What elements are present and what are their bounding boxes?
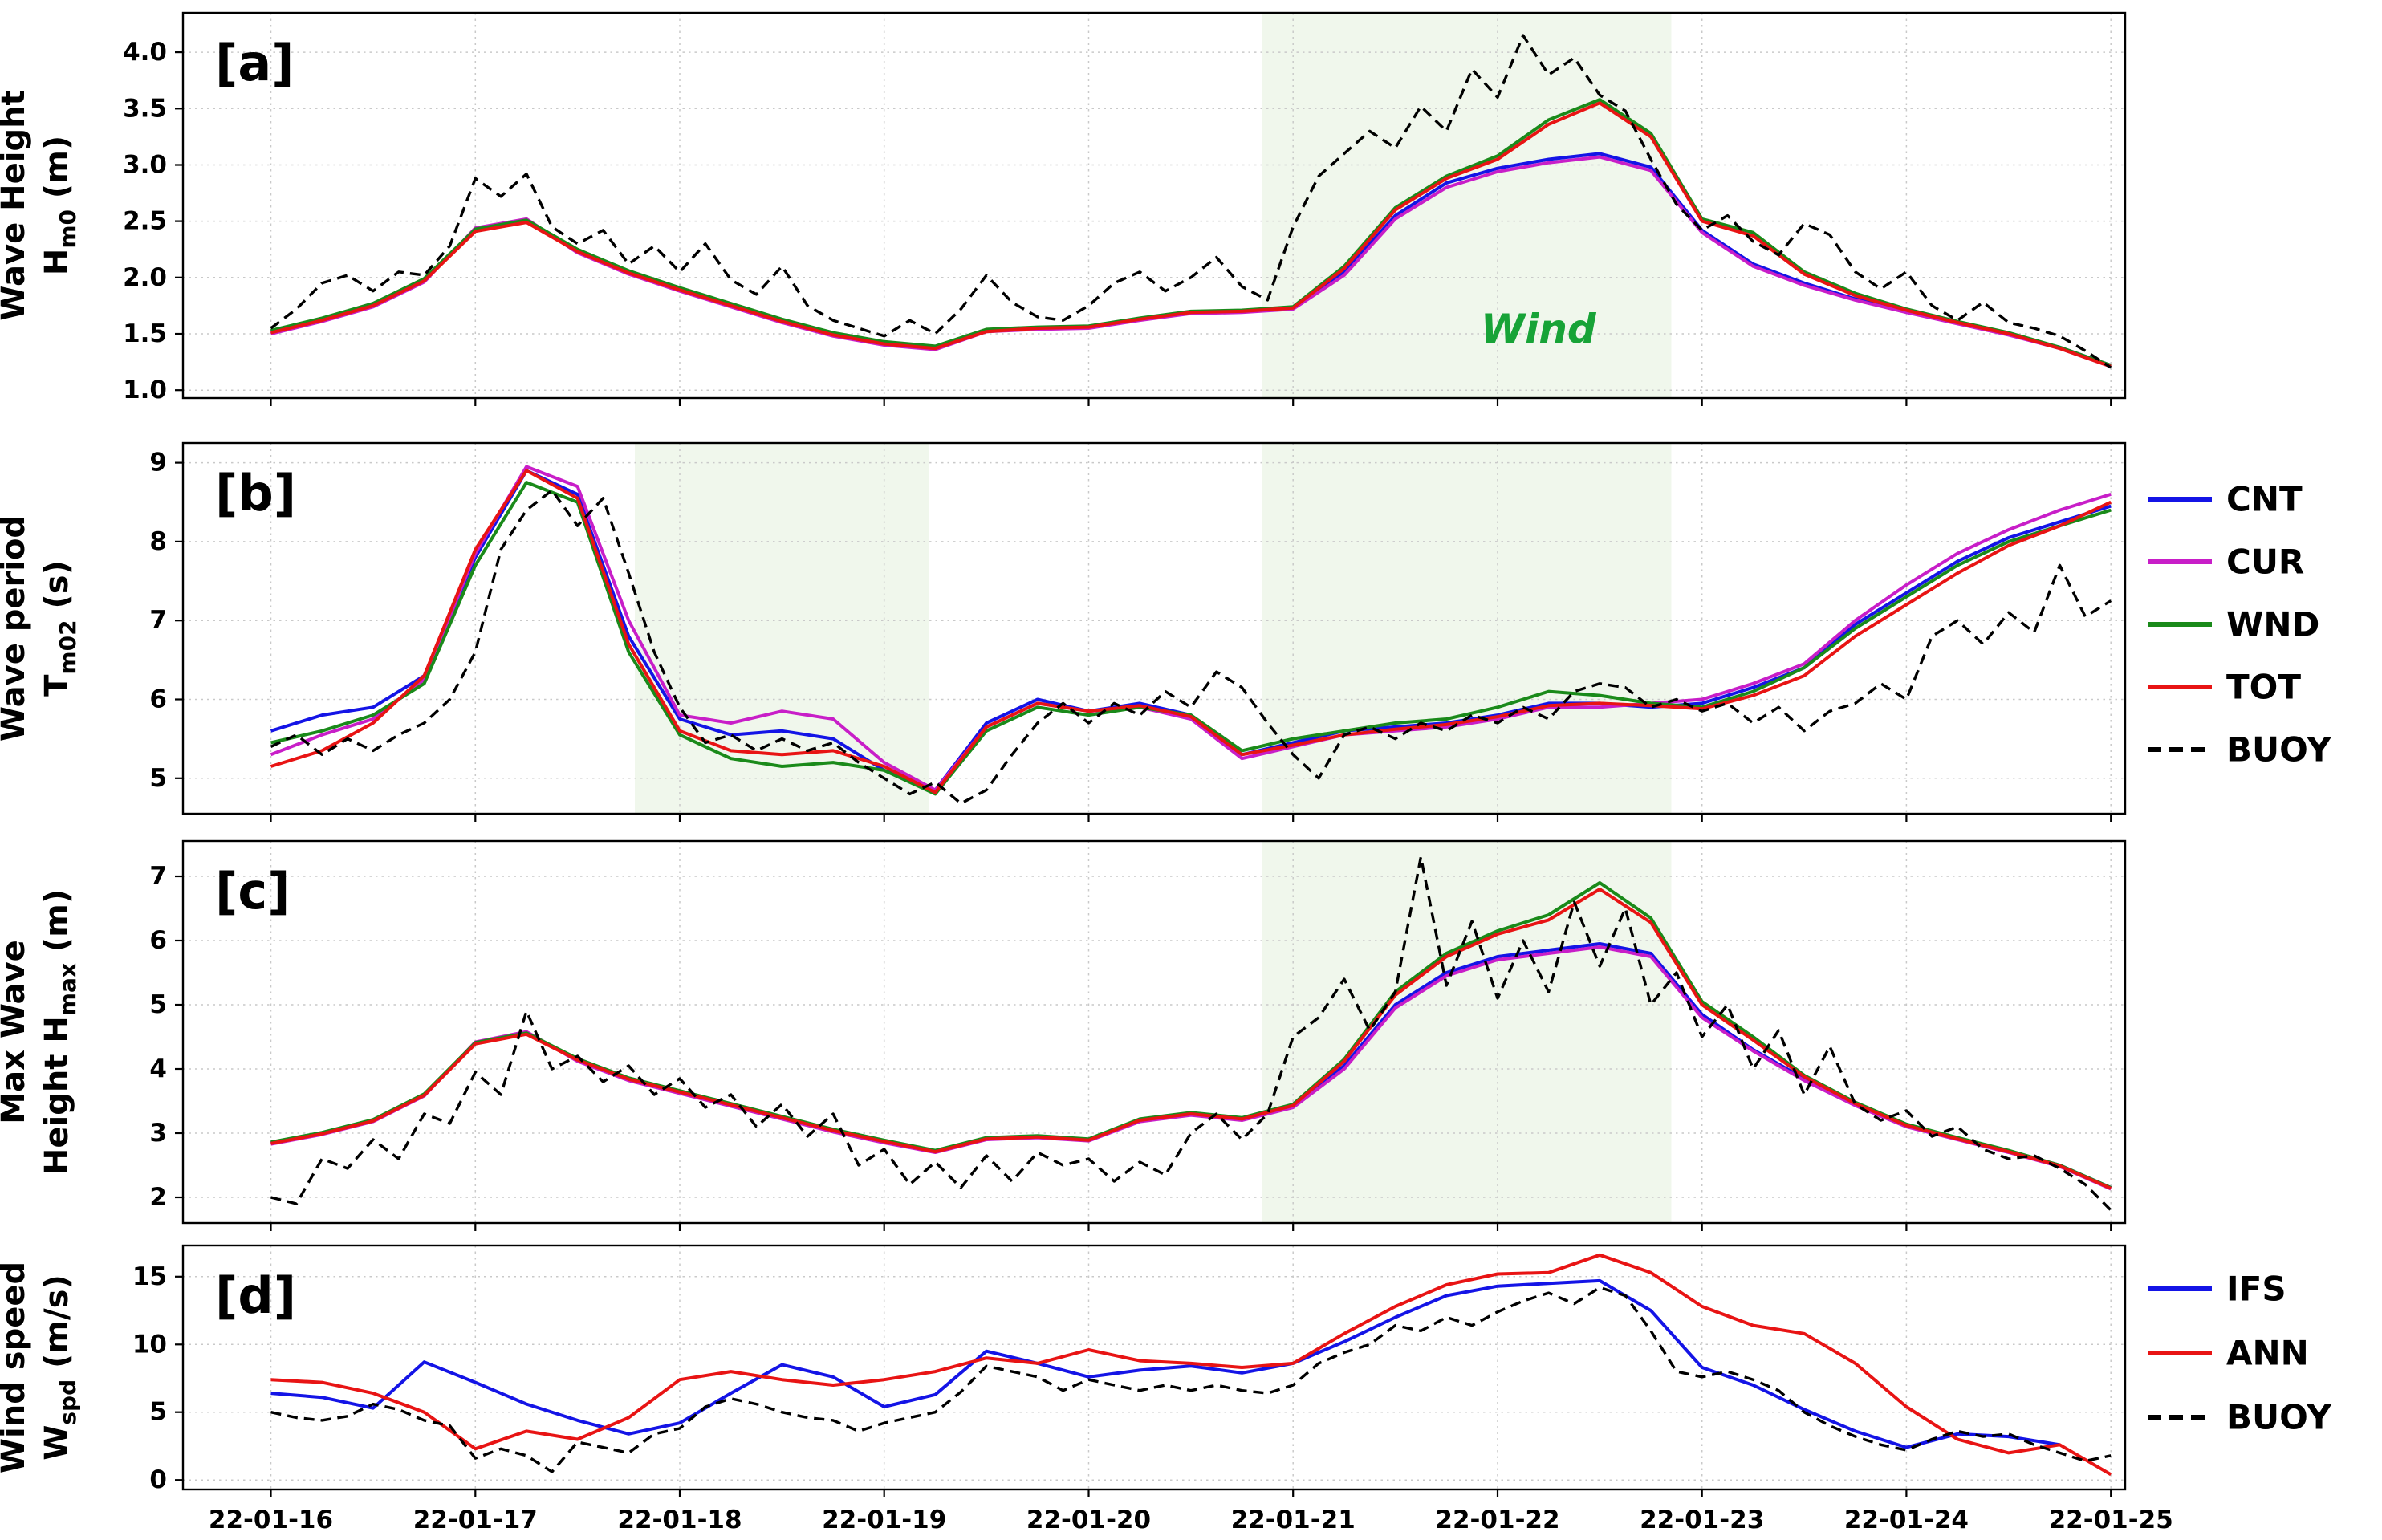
y-tick-label: 2.0 [123,263,167,292]
y-tick-label: 1.0 [123,376,167,404]
x-tick-label: 22-01-22 [1435,1505,1559,1534]
x-tick-label: 22-01-25 [2049,1505,2173,1534]
legend-waves-label-buoy: BUOY [2226,730,2331,770]
y-tick-label: 5 [149,764,167,793]
y-tick-label: 10 [132,1330,167,1359]
x-tick-label: 22-01-16 [209,1505,333,1534]
shaded-band [1262,13,1672,398]
x-tick-label: 22-01-19 [822,1505,946,1534]
y-tick-label: 0 [149,1465,167,1494]
annotation-wind: Wind [1481,306,1597,352]
panel-d: 0 5 10 15 [d] Wind speedWspd (m/s) 22-01-16 22-… [0,1244,2173,1534]
y-axis-title: Wind speedWspd (m/s) [0,1262,81,1473]
shaded-band [1262,443,1672,814]
legend-waves-label-cur: CUR [2226,542,2304,582]
series-ifs [270,1278,2060,1449]
panel-border [181,839,2127,1225]
series-ann [270,1253,2112,1477]
series-buoy [270,34,2112,369]
panel-background [183,13,2125,398]
legend-wind-label-ifs: IFS [2226,1270,2286,1309]
series-tot [270,101,2112,368]
y-tick-label: 1.5 [123,319,167,348]
panel-border [181,441,2127,815]
legend-wind-label-ann: ANN [2226,1334,2309,1373]
panel-b: 5 6 7 8 9 [b] Wave periodTm02 (s) [0,441,2127,822]
panel-background [183,841,2125,1223]
panel-c: 2 3 4 5 6 7 [c] Max WaveHeight Hmax (m) [0,839,2127,1231]
series-buoy [270,1286,2112,1473]
y-tick-label: 7 [149,606,167,635]
y-tick-label: 6 [149,685,167,714]
panel-border [181,11,2127,400]
x-tick-label: 22-01-20 [1026,1505,1151,1534]
y-tick-label: 3.0 [123,151,167,180]
y-tick-label: 5 [149,990,167,1019]
y-tick-label: 3 [149,1119,167,1148]
series-tot [270,888,2112,1190]
x-tick-label: 22-01-18 [617,1505,742,1534]
series-buoy [270,489,2112,805]
y-tick-label: 2 [149,1183,167,1212]
series-cur [270,465,2112,792]
panel-background [183,443,2125,814]
series-tot [270,469,2112,794]
x-tick-label: 22-01-21 [1231,1505,1356,1534]
y-axis-title: Wave periodTm02 (s) [0,515,81,742]
y-axis-title: Max WaveHeight Hmax (m) [0,889,81,1175]
shaded-band [1262,841,1672,1223]
panel-tag: [d] [215,1266,296,1325]
x-tick-label: 22-01-24 [1844,1505,1969,1534]
x-tick-label: 22-01-23 [1640,1505,1764,1534]
legend-waves-label-cnt: CNT [2226,480,2303,519]
y-tick-label: 9 [149,449,167,477]
x-tick-label: 22-01-17 [413,1505,538,1534]
panel-tag: [a] [215,34,295,92]
panel-tag: [b] [215,464,296,522]
y-tick-label: 15 [132,1262,167,1291]
panel-a: 1.0 1.5 2.0 2.5 3.0 3.5 4.0 [a] Wave HeightHm0 (… [0,11,2127,406]
legend-waves-label-tot: TOT [2226,668,2301,707]
legend-waves-label-wnd: WND [2226,605,2319,644]
y-tick-label: 3.5 [123,94,167,123]
panel-border [181,1244,2127,1491]
y-tick-label: 7 [149,862,167,891]
panel-tag: [c] [215,862,290,920]
shaded-band [635,443,929,814]
y-tick-label: 2.5 [123,207,167,236]
series-buoy [270,855,2112,1212]
y-tick-label: 6 [149,926,167,955]
y-tick-label: 4 [149,1054,167,1083]
y-tick-label: 5 [149,1398,167,1427]
legend-wind-label-buoy: BUOY [2226,1398,2331,1437]
y-axis-title: Wave HeightHm0 (m) [0,90,81,320]
y-tick-label: 4.0 [123,38,167,67]
y-tick-label: 8 [149,527,167,556]
